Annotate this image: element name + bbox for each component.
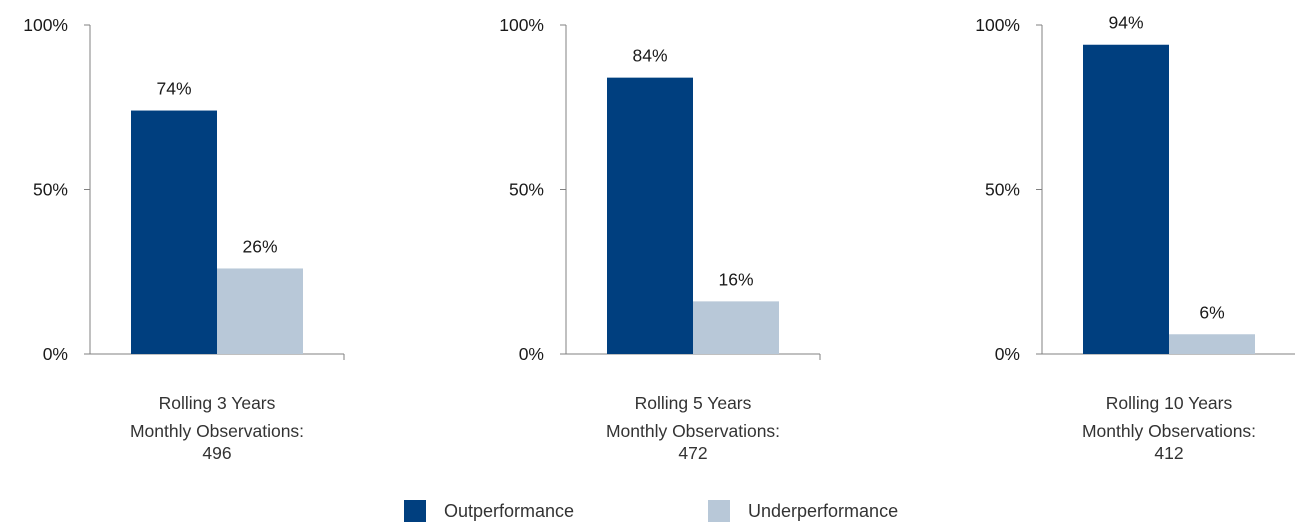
chart-2-y-tick-label: 0% [519,344,544,364]
chart-1-y-tick-label: 100% [23,15,68,35]
chart-3-observations: 412 [1154,443,1184,463]
chart-3-bar-underperformance [1169,334,1255,354]
chart-2-caption: Rolling 5 Years Monthly Observations: 47… [566,392,820,464]
chart-2-y-tick-label: 100% [499,15,544,35]
chart-2-xlabel: Rolling 5 Years [634,393,752,413]
chart-1-caption: Rolling 3 Years Monthly Observations: 49… [90,392,344,464]
chart-3-y-tick-label: 100% [975,15,1020,35]
chart-1-y-tick-label: 0% [43,344,68,364]
legend-label-underperformance: Underperformance [748,500,899,521]
chart-1-y-tick-label: 50% [33,180,68,200]
chart-1-caption-line: Monthly Observations: [129,421,305,441]
chart-1-bar-outperformance [131,110,217,354]
chart-2-caption-line: Monthly Observations: [605,421,781,441]
chart-3-caption: Rolling 10 Years Monthly Observations: 4… [1042,392,1295,464]
chart-1-observations: 496 [202,443,232,463]
legend-swatch-outperformance [404,500,426,522]
chart-1-bar-underperformance [217,268,303,354]
chart-2-bar-underperformance [693,301,779,354]
chart-2-data-label-outperformance: 84% [632,46,667,66]
chart-2-bar-outperformance [607,77,693,354]
chart-1-data-label-outperformance: 74% [156,79,191,99]
legend: Outperformance Underperformance [0,500,1295,526]
legend-swatch-underperformance [708,500,730,522]
chart-3-data-label-underperformance: 6% [1199,302,1224,322]
chart-3-bar-outperformance [1083,44,1169,355]
legend-item-underperformance: Underperformance [708,500,898,522]
legend-label-outperformance: Outperformance [444,500,575,521]
chart-2-y-tick-label: 50% [509,180,544,200]
chart-1-data-label-underperformance: 26% [242,236,277,256]
chart-3-y-tick-label: 0% [995,344,1020,364]
chart-3-data-label-outperformance: 94% [1108,13,1143,33]
legend-item-outperformance: Outperformance [404,500,574,522]
chart-2-data-label-underperformance: 16% [718,269,753,289]
chart-3-xlabel: Rolling 10 Years [1105,393,1233,413]
chart-1-xlabel: Rolling 3 Years [158,393,276,413]
chart-3-caption-line: Monthly Observations: [1081,421,1257,441]
chart-2-observations: 472 [678,443,708,463]
chart-3-y-tick-label: 50% [985,180,1020,200]
